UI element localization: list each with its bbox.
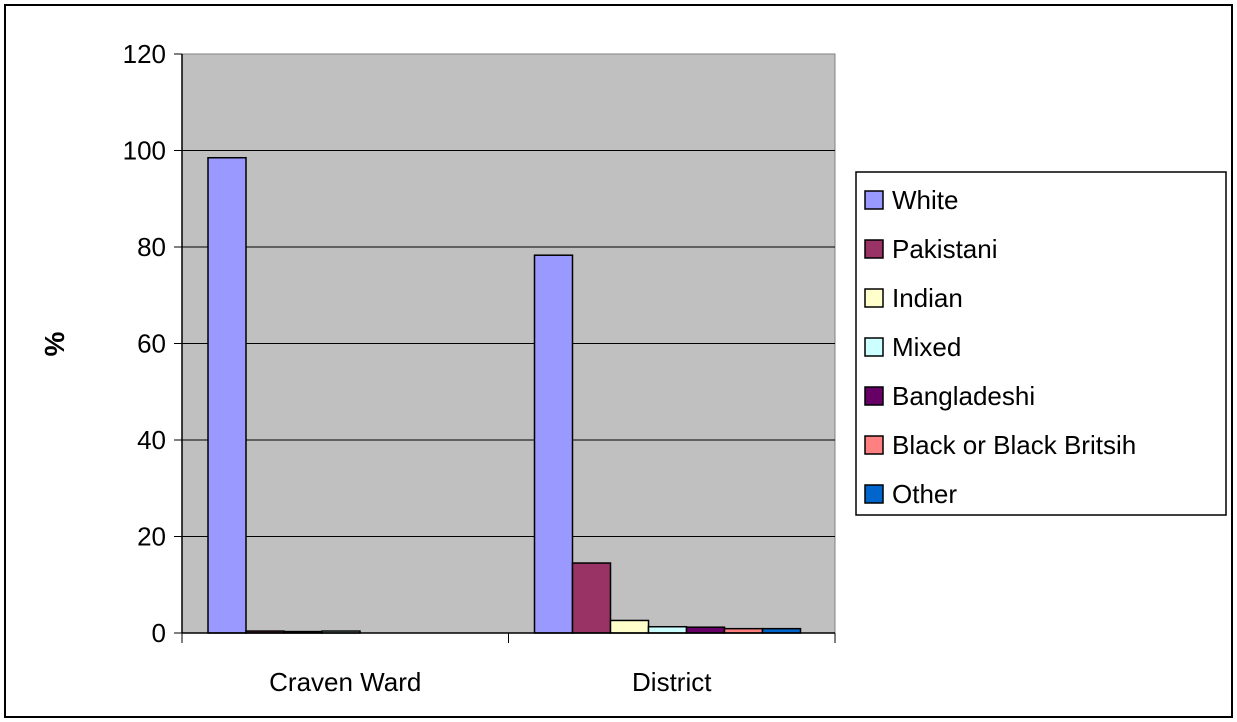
legend-swatch — [864, 288, 884, 308]
legend-entry: Pakistani — [892, 234, 998, 264]
y-tick-label: 100 — [123, 136, 166, 166]
legend-box — [855, 171, 1227, 516]
legend-swatch — [864, 239, 884, 259]
gridlines — [182, 150, 835, 537]
y-tick-label: 60 — [137, 329, 166, 359]
legend-entry: White — [892, 185, 958, 215]
legend-swatch — [864, 337, 884, 357]
bar-pakistani-district — [571, 562, 612, 634]
y-tick-label: 0 — [152, 618, 166, 648]
legend: White Pakistani Indian Mixed Bangladeshi Blac… — [855, 171, 1227, 516]
y-tick-label: 120 — [123, 39, 166, 69]
legend-entry: Other — [892, 479, 957, 509]
y-tick-labels: 0 20 40 60 80 100 120 — [123, 39, 166, 648]
legend-entry: Mixed — [892, 332, 961, 362]
y-tick-label: 80 — [137, 232, 166, 262]
legend-entry: Black or Black Britsih — [892, 430, 1136, 460]
bar-white-craven-ward — [207, 156, 247, 634]
x-category-label: Craven Ward — [269, 667, 421, 697]
legend-swatch — [864, 386, 884, 406]
bar-bangladeshi-district — [685, 626, 726, 634]
bar-indian-district — [609, 619, 650, 634]
bar-mixed-district — [647, 625, 688, 634]
legend-swatch — [864, 435, 884, 455]
x-category-label: District — [632, 667, 712, 697]
bar-white-district — [533, 254, 574, 634]
y-tick-label: 40 — [137, 425, 166, 455]
legend-entry: Indian — [892, 283, 963, 313]
legend-swatch — [864, 484, 884, 504]
x-category-labels: Craven Ward District — [269, 667, 712, 697]
axes — [174, 53, 836, 643]
y-tick-label: 20 — [137, 522, 166, 552]
legend-swatch — [864, 190, 884, 210]
legend-entry: Bangladeshi — [892, 381, 1035, 411]
y-axis-title: % — [39, 331, 70, 356]
